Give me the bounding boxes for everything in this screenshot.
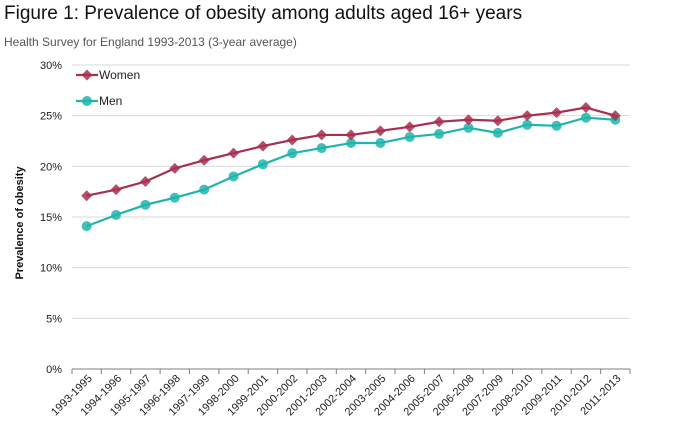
data-point-men [492, 127, 503, 138]
data-point-women [316, 129, 328, 141]
gridlines [72, 64, 630, 319]
legend-label-men: Men [99, 94, 122, 108]
y-tick-label: 25% [40, 111, 62, 123]
data-point-men [375, 138, 386, 149]
y-tick-label: 0% [46, 364, 62, 376]
legend-label-women: Women [99, 68, 140, 82]
data-point-women [609, 110, 621, 122]
data-point-men [551, 120, 562, 131]
legend-marker-women [81, 69, 93, 81]
data-point-women [110, 184, 122, 196]
y-axis-label: Prevalence of obesity [14, 166, 26, 280]
y-tick-labels: 0% 5% 10% 15% 20% 25% 30% [40, 60, 62, 376]
data-point-men [580, 112, 591, 123]
data-point-women [139, 176, 151, 188]
data-series [81, 102, 621, 232]
data-point-men [434, 128, 445, 139]
data-point-women [169, 162, 181, 174]
data-point-men [169, 192, 180, 203]
data-point-women [345, 129, 357, 141]
data-point-men [316, 143, 327, 154]
data-point-men [346, 138, 356, 149]
legend: Women Men [76, 68, 140, 108]
data-point-men [404, 131, 415, 142]
data-point-women [374, 125, 386, 137]
data-point-women [404, 121, 416, 133]
data-point-men [140, 199, 151, 210]
x-tick-labels: 1993-19951994-19961995-19971996-19981997… [49, 373, 623, 419]
data-point-women [81, 190, 93, 202]
legend-item-women: Women [76, 68, 140, 82]
data-point-women [462, 114, 474, 126]
data-point-men [287, 148, 298, 159]
y-tick-label: 30% [40, 60, 62, 72]
data-point-women [433, 116, 445, 128]
chart-subtitle: Health Survey for England 1993-2013 (3-y… [4, 35, 297, 49]
chart-title: Figure 1: Prevalence of obesity among ad… [4, 3, 523, 24]
series-line-women [86, 106, 616, 197]
legend-marker-men [82, 96, 92, 106]
data-point-women [551, 107, 563, 119]
data-point-women [198, 154, 210, 166]
axes [71, 368, 631, 374]
data-point-men [463, 122, 474, 133]
data-point-women [228, 147, 240, 159]
data-point-women [492, 115, 504, 127]
data-point-women [257, 140, 269, 152]
data-point-men [199, 184, 210, 195]
y-tick-label: 20% [40, 161, 62, 173]
y-tick-label: 5% [46, 313, 62, 325]
series-women [81, 102, 621, 202]
data-point-men [257, 159, 268, 170]
y-tick-label: 10% [40, 263, 62, 275]
data-point-women [286, 134, 298, 146]
data-point-men [81, 221, 92, 232]
data-point-men [522, 119, 533, 130]
data-point-men [111, 209, 122, 220]
data-point-women [521, 110, 533, 122]
data-point-men [228, 171, 239, 182]
y-tick-label: 15% [40, 212, 62, 224]
data-point-women [580, 102, 592, 114]
legend-item-men: Men [76, 94, 122, 108]
